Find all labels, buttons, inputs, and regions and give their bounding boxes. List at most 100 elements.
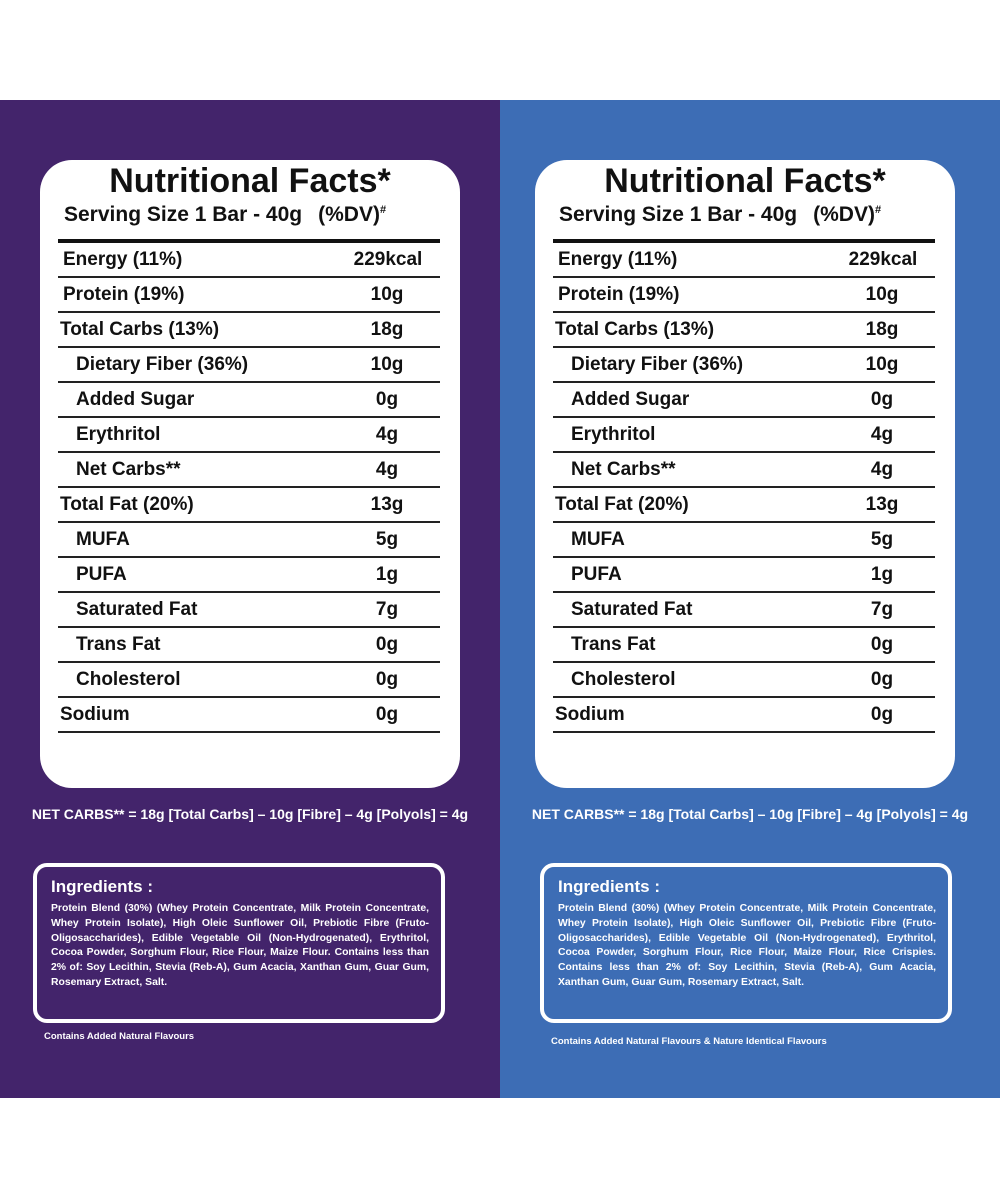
nutrient-amount: 18g: [865, 319, 899, 340]
nutrient-name: Cholesterol: [76, 669, 181, 690]
ingredients-heading: Ingredients :: [51, 877, 154, 896]
nutrient-row: Dietary Fiber (36%) 10g: [553, 348, 935, 383]
nutrient-row: Added Sugar 0g: [553, 383, 935, 418]
nutrient-row: MUFA 5g: [58, 523, 440, 558]
nutrient-row: Cholesterol 0g: [58, 663, 440, 698]
divider: [58, 239, 440, 243]
nutrient-row: PUFA 1g: [553, 558, 935, 593]
flavour-note: Contains Added Natural Flavours & Nature…: [551, 1036, 827, 1047]
nutrient-amount: 0g: [870, 669, 894, 690]
serving-size: Serving Size 1 Bar - 40g: [559, 203, 798, 226]
net-carbs-note: NET CARBS** = 18g [Total Carbs] – 10g [F…: [531, 806, 969, 822]
nutrient-name: Cholesterol: [571, 669, 676, 690]
nutrient-amount: 1g: [870, 564, 894, 585]
nutrient-name: Erythritol: [76, 424, 161, 445]
nutrient-row: Total Fat (20%) 13g: [553, 488, 935, 523]
nutrient-row: Dietary Fiber (36%) 10g: [58, 348, 440, 383]
title: Nutritional Facts*: [604, 162, 886, 200]
nutrient-amount: 4g: [870, 424, 894, 445]
nutrient-row: Protein (19%) 10g: [553, 278, 935, 313]
nutrient-amount: 10g: [370, 284, 404, 305]
nutrient-row: Trans Fat 0g: [553, 628, 935, 663]
nutrient-amount: 10g: [865, 284, 899, 305]
nutrient-name: Protein (19%): [63, 284, 185, 305]
nutrient-row: MUFA 5g: [553, 523, 935, 558]
nutrient-row: Energy (11%) 229kcal: [553, 243, 935, 278]
ingredients-box: Ingredients : Protein Blend (30%) (Whey P…: [33, 863, 445, 1023]
flavour-note: Contains Added Natural Flavours: [44, 1031, 195, 1042]
nutrient-row: Saturated Fat 7g: [58, 593, 440, 628]
nutrient-amount: 0g: [870, 634, 894, 655]
nutrient-name: Total Fat (20%): [60, 494, 194, 515]
nutrient-name: PUFA: [76, 564, 127, 585]
nutrient-amount: 18g: [370, 319, 404, 340]
nutrient-name: MUFA: [76, 529, 130, 550]
nutrient-name: MUFA: [571, 529, 625, 550]
nutrient-amount: 7g: [870, 599, 894, 620]
nutrient-row: Trans Fat 0g: [58, 628, 440, 663]
nutrient-row: Sodium 0g: [553, 698, 935, 733]
nutrient-amount: 0g: [870, 704, 894, 725]
nutrient-amount: 4g: [375, 424, 399, 445]
nutrient-name: Trans Fat: [76, 634, 161, 655]
panel: Nutritional Facts* Serving Size 1 Bar - 4…: [0, 100, 500, 1098]
nutrient-amount: 7g: [375, 599, 399, 620]
nutrient-row: Protein (19%) 10g: [58, 278, 440, 313]
nutrient-row: Saturated Fat 7g: [553, 593, 935, 628]
nutrient-amount: 0g: [375, 389, 399, 410]
nutrient-amount: 13g: [865, 494, 899, 515]
nutrient-row: Total Carbs (13%) 18g: [553, 313, 935, 348]
nutrient-name: Saturated Fat: [571, 599, 693, 620]
ingredients-heading: Ingredients :: [558, 877, 661, 896]
nutrient-amount: 229kcal: [353, 249, 423, 270]
nutrient-name: Energy (11%): [63, 249, 183, 270]
nutrient-name: Total Carbs (13%): [60, 319, 220, 340]
nutrient-amount: 5g: [375, 529, 399, 550]
nutrient-row: Erythritol 4g: [553, 418, 935, 453]
nutrient-amount: 10g: [865, 354, 899, 375]
serving-line: Serving Size 1 Bar - 40g (%DV)#: [64, 203, 386, 227]
nutrient-amount: 0g: [870, 389, 894, 410]
nutrient-name: Dietary Fiber (36%): [571, 354, 744, 375]
nutrient-name: Net Carbs**: [76, 459, 181, 480]
nutrition-card: Nutritional Facts* Serving Size 1 Bar - 4…: [535, 160, 955, 788]
nutrient-table: Energy (11%) 229kcal Protein (19%) 10g Total…: [553, 243, 935, 733]
nutrition-card: Nutritional Facts* Serving Size 1 Bar - 4…: [40, 160, 460, 788]
nutrient-name: Added Sugar: [571, 389, 690, 410]
ingredients-text: Protein Blend (30%) (Whey Protein Concen…: [51, 903, 429, 988]
title: Nutritional Facts*: [109, 162, 391, 200]
nutrient-amount: 1g: [375, 564, 399, 585]
nutrient-name: Dietary Fiber (36%): [76, 354, 249, 375]
nutrient-amount: 5g: [870, 529, 894, 550]
nutrient-row: PUFA 1g: [58, 558, 440, 593]
nutrient-row: Total Fat (20%) 13g: [58, 488, 440, 523]
nutrient-row: Net Carbs** 4g: [58, 453, 440, 488]
nutrient-row: Net Carbs** 4g: [553, 453, 935, 488]
nutrient-row: Sodium 0g: [58, 698, 440, 733]
divider: [553, 239, 935, 243]
nutrient-name: Energy (11%): [558, 249, 678, 270]
nutrient-name: Trans Fat: [571, 634, 656, 655]
nutrient-name: Erythritol: [571, 424, 656, 445]
nutrient-row: Cholesterol 0g: [553, 663, 935, 698]
dv-mark: #: [874, 204, 882, 216]
nutrient-name: Net Carbs**: [571, 459, 676, 480]
dv-label: (%DV): [813, 203, 875, 226]
nutrient-row: Total Carbs (13%) 18g: [58, 313, 440, 348]
nutrient-name: Total Carbs (13%): [555, 319, 715, 340]
nutrient-amount: 13g: [370, 494, 404, 515]
nutrient-row: Energy (11%) 229kcal: [58, 243, 440, 278]
nutrient-row: Erythritol 4g: [58, 418, 440, 453]
nutrient-name: PUFA: [571, 564, 622, 585]
serving-line: Serving Size 1 Bar - 40g (%DV)#: [559, 203, 881, 227]
nutrient-amount: 4g: [870, 459, 894, 480]
nutrient-name: Saturated Fat: [76, 599, 198, 620]
panel: Nutritional Facts* Serving Size 1 Bar - 4…: [500, 100, 1000, 1098]
nutrient-amount: 229kcal: [848, 249, 918, 270]
nutrient-amount: 0g: [375, 704, 399, 725]
nutrient-amount: 0g: [375, 634, 399, 655]
nutrient-name: Protein (19%): [558, 284, 680, 305]
nutrient-amount: 0g: [375, 669, 399, 690]
nutrient-amount: 10g: [370, 354, 404, 375]
nutrient-name: Added Sugar: [76, 389, 195, 410]
